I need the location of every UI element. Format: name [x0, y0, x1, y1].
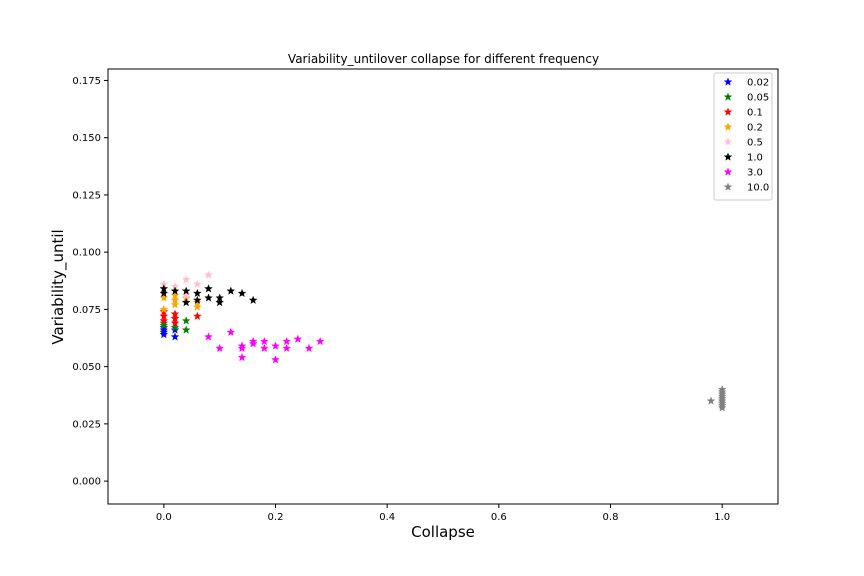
- data-point: [271, 341, 280, 350]
- chart-title: Variability_untilover collapse for diffe…: [288, 52, 599, 66]
- y-tick-label: 0.175: [72, 76, 101, 87]
- data-point: [215, 343, 225, 353]
- x-axis-label: Collapse: [411, 523, 475, 541]
- data-point: [717, 403, 727, 412]
- legend-marker: [723, 137, 733, 146]
- data-point: [204, 293, 213, 302]
- data-point: [159, 304, 169, 314]
- legend-label: 0.2: [747, 123, 763, 134]
- data-point: [215, 297, 225, 307]
- data-point: [170, 291, 180, 300]
- legend-marker: [723, 167, 733, 176]
- data-point: [237, 343, 247, 353]
- legend-label: 0.02: [747, 78, 769, 89]
- legend-label: 1.0: [747, 153, 763, 164]
- x-axis-ticks: 0.0 0.2 0.4 0.6 0.8 1.0: [156, 504, 730, 523]
- x-tick-label: 1.0: [714, 512, 730, 523]
- y-tick-label: 0.150: [72, 133, 101, 144]
- y-tick-label: 0.125: [72, 190, 101, 201]
- data-point: [181, 297, 191, 307]
- data-point: [226, 286, 236, 295]
- y-tick-label: 0.050: [72, 362, 101, 373]
- data-point: [192, 295, 202, 304]
- data-point: [192, 311, 202, 320]
- data-point: [170, 332, 180, 341]
- data-point: [226, 327, 236, 336]
- data-point: [192, 288, 202, 298]
- data-point: [181, 286, 191, 295]
- legend-marker: [723, 122, 733, 131]
- data-point: [204, 332, 213, 341]
- data-point: [170, 309, 180, 318]
- data-point: [181, 316, 191, 325]
- data-point: [159, 316, 169, 325]
- data-point: [192, 302, 202, 311]
- x-tick-label: 0.4: [379, 512, 395, 523]
- y-axis-label: Variability_until: [49, 229, 68, 344]
- data-point: [271, 355, 280, 364]
- legend-marker: [723, 92, 733, 101]
- y-tick-label: 0.100: [72, 248, 101, 259]
- legend-marker: [723, 107, 733, 116]
- data-point: [259, 343, 269, 353]
- legend-label: 0.1: [747, 108, 763, 119]
- data-point: [159, 311, 169, 320]
- x-tick-label: 0.8: [603, 512, 619, 523]
- data-point: [170, 313, 180, 323]
- legend-label: 0.05: [747, 93, 769, 104]
- data-point: [170, 286, 180, 295]
- data-point: [159, 288, 169, 298]
- y-tick-label: 0.075: [72, 305, 101, 316]
- legend: 0.02 0.05 0.1 0.2 0.5 1.0 3.0 10.0: [713, 72, 773, 201]
- data-point: [170, 323, 180, 332]
- legend-marker: [723, 152, 733, 161]
- data-point: [706, 396, 716, 405]
- data-point: [181, 275, 191, 284]
- data-point: [315, 336, 325, 346]
- data-point: [170, 300, 180, 309]
- x-tick-label: 0.0: [156, 512, 172, 523]
- data-point: [717, 384, 727, 394]
- data-point: [248, 295, 258, 304]
- legend-marker: [723, 182, 733, 191]
- data-point: [181, 325, 191, 334]
- data-point: [181, 291, 191, 300]
- data-point: [170, 318, 180, 327]
- y-tick-label: 0.000: [72, 477, 101, 488]
- data-point: [282, 343, 292, 353]
- legend-marker: [723, 77, 733, 86]
- y-axis-ticks: 0.000 0.025 0.050 0.075 0.100 0.125 0.150 0.175: [72, 76, 108, 488]
- data-point: [248, 336, 258, 346]
- data-point: [192, 279, 202, 288]
- legend-label: 3.0: [747, 168, 763, 179]
- data-point: [259, 336, 269, 346]
- x-tick-label: 0.2: [268, 512, 284, 523]
- data-point: [304, 343, 314, 353]
- data-point: [237, 288, 247, 298]
- data-point: [170, 295, 180, 304]
- legend-label: 10.0: [747, 183, 769, 194]
- data-point: [293, 334, 303, 343]
- data-points: [159, 270, 727, 412]
- data-point: [237, 352, 247, 362]
- y-tick-label: 0.025: [72, 419, 101, 430]
- legend-label: 0.5: [747, 138, 763, 149]
- plot-area-frame: [107, 68, 779, 505]
- legend-box: [713, 72, 773, 201]
- data-point: [204, 284, 213, 293]
- data-point: [204, 270, 213, 279]
- data-point: [282, 336, 292, 346]
- data-point: [159, 293, 169, 302]
- x-tick-label: 0.6: [491, 512, 507, 523]
